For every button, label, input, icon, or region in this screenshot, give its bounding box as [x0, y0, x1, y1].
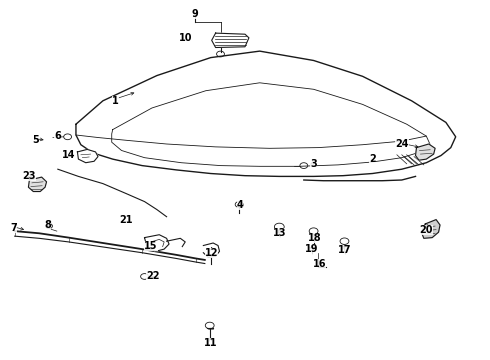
Text: 10: 10: [178, 33, 192, 43]
Text: 15: 15: [144, 240, 158, 251]
Polygon shape: [416, 144, 435, 160]
Text: 2: 2: [369, 154, 376, 164]
Text: 17: 17: [338, 245, 352, 255]
Text: 7: 7: [10, 222, 17, 233]
Text: 14: 14: [62, 150, 75, 160]
Text: 18: 18: [308, 233, 321, 243]
Polygon shape: [145, 235, 169, 251]
Text: 9: 9: [192, 9, 198, 19]
Text: 20: 20: [419, 225, 433, 235]
Polygon shape: [212, 33, 249, 48]
Text: 11: 11: [204, 338, 218, 348]
Text: 4: 4: [237, 200, 244, 210]
Text: 16: 16: [313, 258, 326, 269]
Polygon shape: [77, 149, 98, 163]
Text: 1: 1: [112, 96, 119, 106]
Text: 21: 21: [120, 215, 133, 225]
Text: 22: 22: [146, 271, 160, 282]
Text: 5: 5: [32, 135, 39, 145]
Text: 23: 23: [23, 171, 36, 181]
Text: 12: 12: [205, 248, 219, 258]
Polygon shape: [203, 243, 220, 257]
Text: 24: 24: [395, 139, 409, 149]
Text: 13: 13: [272, 228, 286, 238]
Text: 6: 6: [54, 131, 61, 141]
Polygon shape: [421, 220, 440, 238]
Text: 8: 8: [45, 220, 51, 230]
Text: 19: 19: [305, 244, 318, 254]
Text: 3: 3: [310, 159, 317, 169]
Polygon shape: [28, 177, 47, 192]
